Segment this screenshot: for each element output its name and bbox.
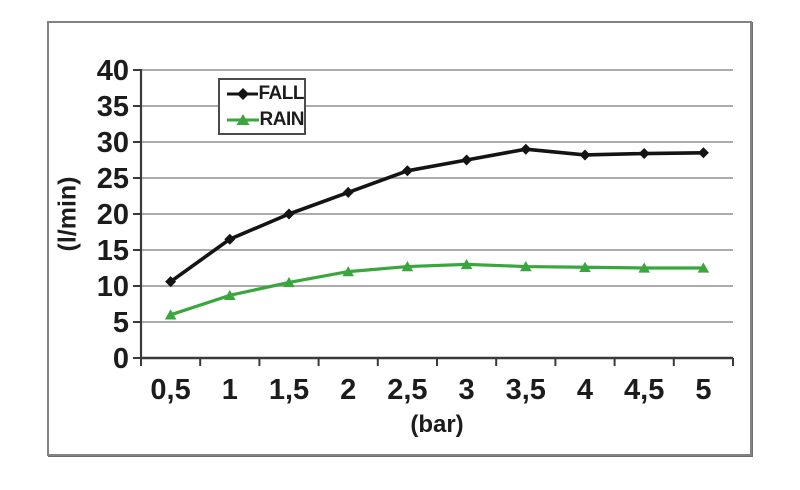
y-tick-label-15: 15	[97, 235, 129, 267]
series-fall-marker-1,5	[283, 208, 295, 220]
triangle-marker-icon	[227, 113, 259, 125]
axis-ticks	[133, 69, 734, 366]
series-rain-marker-3,5	[520, 261, 532, 272]
legend-label-fall: FALL	[258, 82, 305, 104]
series-fall-marker-4,5	[638, 148, 650, 160]
series-rain-marker-1,5	[283, 276, 295, 288]
series-rain-marker-0,5	[164, 309, 177, 320]
y-tick-label-30: 30	[97, 127, 129, 159]
chart-frame	[47, 21, 752, 456]
x-axis-title: (bar)	[410, 411, 464, 438]
x-tick-label-4,5: 4,5	[624, 374, 664, 406]
series-rain-marker-4	[579, 261, 591, 272]
series-rain-marker-3	[460, 258, 473, 270]
series-rain-marker-1	[224, 289, 236, 301]
y-tick-label-20: 20	[97, 199, 129, 231]
series-rain-marker-2	[342, 266, 354, 277]
series-fall	[165, 143, 709, 288]
y-tick-label-40: 40	[97, 55, 129, 87]
series-fall-marker-2,5	[401, 165, 413, 177]
y-tick-label-35: 35	[97, 91, 129, 123]
series-rain	[164, 258, 710, 320]
y-tick-label-5: 5	[113, 307, 129, 339]
x-tick-label-1,5: 1,5	[269, 374, 309, 406]
x-tick-label-3: 3	[459, 374, 475, 406]
series-rain-marker-2,5	[401, 261, 414, 272]
series-fall-marker-2	[342, 186, 354, 198]
series-rain-line	[169, 262, 706, 317]
gridlines	[141, 69, 733, 323]
x-tick-label-2: 2	[340, 374, 356, 406]
series-fall-marker-3,5	[520, 143, 532, 155]
x-tick-labels: 0,5 1 1,5 2 2,5 3 3,5 4 4,5 5	[150, 374, 711, 406]
chart-legend: FALL RAIN	[218, 78, 306, 135]
series-fall-marker-5	[697, 147, 709, 159]
series-fall-line	[168, 147, 706, 284]
y-tick-label-10: 10	[97, 271, 129, 303]
y-tick-labels: 0 5 10 15 20 25 30 35 40	[97, 55, 129, 375]
legend-label-rain: RAIN	[259, 108, 305, 130]
series-fall-marker-0,5	[165, 276, 177, 288]
x-tick-label-2,5: 2,5	[387, 374, 427, 406]
legend-item-fall: FALL	[226, 82, 304, 106]
y-tick-label-25: 25	[97, 163, 129, 195]
series-fall-marker-3	[461, 154, 473, 166]
series-rain-marker-4,5	[638, 262, 650, 273]
x-tick-label-3,5: 3,5	[506, 374, 546, 406]
diamond-marker-icon	[227, 87, 258, 100]
series-fall-marker-1	[224, 233, 236, 245]
x-tick-label-0,5: 0,5	[150, 374, 190, 406]
legend-item-rain: RAIN	[226, 108, 305, 132]
series-fall-marker-4	[579, 149, 591, 161]
y-axis-title: (l/min)	[53, 176, 82, 252]
y-tick-label-0: 0	[113, 343, 129, 375]
x-tick-label-5: 5	[695, 374, 711, 406]
x-tick-label-4: 4	[577, 374, 593, 406]
x-tick-label-1: 1	[222, 374, 238, 406]
series-rain-marker-5	[697, 262, 710, 273]
